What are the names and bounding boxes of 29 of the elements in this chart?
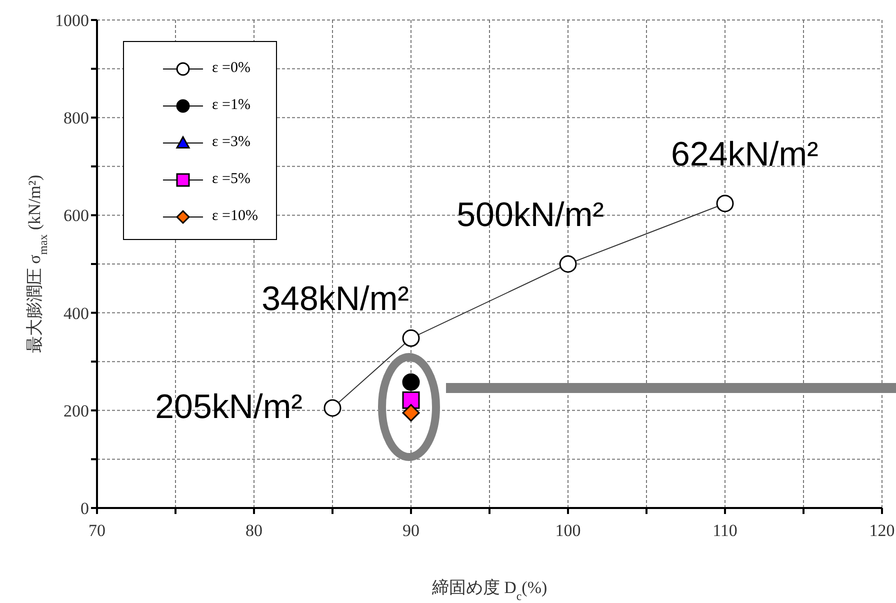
x-tick-label: 90 (402, 521, 420, 540)
annotation: 205kN/m² (155, 388, 302, 426)
annotation: 624kN/m² (671, 135, 818, 174)
y-tick-label: 600 (64, 206, 89, 226)
point (402, 329, 420, 347)
annotation: 348kN/m² (262, 280, 409, 318)
legend-label: ε =5% (212, 171, 251, 188)
legend-label: ε =3% (212, 134, 251, 151)
point (559, 255, 577, 273)
y-tick-label: 400 (64, 304, 89, 323)
point (402, 373, 420, 391)
x-tick-label: 80 (246, 521, 262, 540)
x-axis-title: 締固め度 D$_{c}$(%) (430, 578, 548, 603)
legend-label: ε =1% (212, 97, 251, 114)
x-tick-label: 110 (712, 521, 738, 540)
y-tick-label: 1000 (55, 11, 89, 30)
y-tick-label: 800 (64, 108, 89, 128)
x-tick-label: 70 (88, 521, 106, 540)
y-tick-label: 0 (80, 499, 89, 518)
legend-label: ε =10% (212, 208, 258, 225)
point (402, 404, 420, 422)
legend-label: ε =0% (212, 60, 251, 77)
point (716, 194, 734, 212)
x-tick-label: 120 (869, 521, 895, 540)
point (324, 399, 342, 417)
x-tick-label: 100 (555, 521, 581, 540)
y-tick-label: 200 (64, 401, 89, 420)
annotation: 500kN/m² (456, 196, 604, 234)
point (402, 391, 420, 409)
